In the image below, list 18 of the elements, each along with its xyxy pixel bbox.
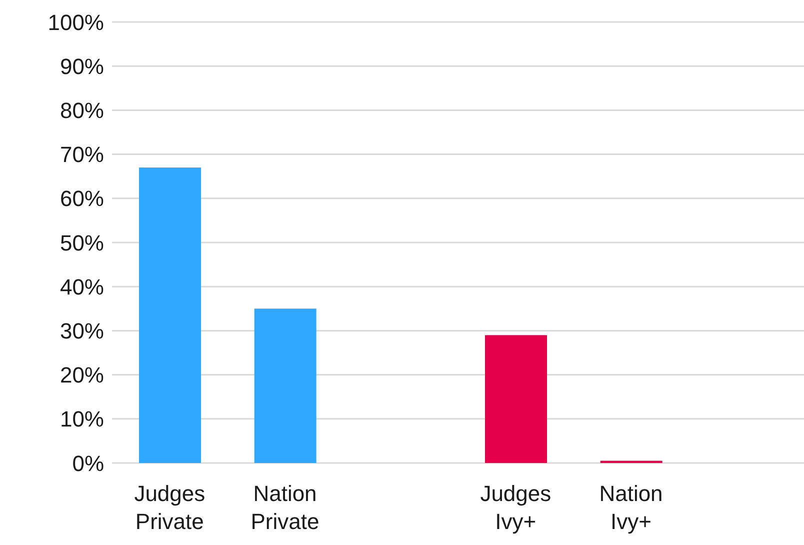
- bar: [139, 168, 201, 463]
- y-tick-label: 20%: [60, 362, 104, 388]
- bar: [254, 308, 316, 463]
- x-tick-label: Judges Private: [134, 481, 206, 534]
- y-tick-label: 50%: [60, 230, 104, 256]
- y-tick-label: 0%: [72, 450, 104, 476]
- y-tick-label: 70%: [60, 142, 104, 168]
- y-tick-label: 80%: [60, 98, 104, 124]
- y-tick-label: 60%: [60, 186, 104, 212]
- y-tick-label: 30%: [60, 318, 104, 344]
- y-tick-label: 100%: [48, 10, 104, 35]
- x-tick-label: Nation Private: [250, 481, 320, 534]
- y-tick-label: 40%: [60, 274, 104, 300]
- y-tick-label: 90%: [60, 54, 104, 79]
- bar: [485, 335, 547, 463]
- x-tick-label: Judges Ivy+: [480, 481, 552, 534]
- y-tick-label: 10%: [60, 406, 104, 432]
- x-tick-label: Nation Ivy+: [599, 481, 663, 534]
